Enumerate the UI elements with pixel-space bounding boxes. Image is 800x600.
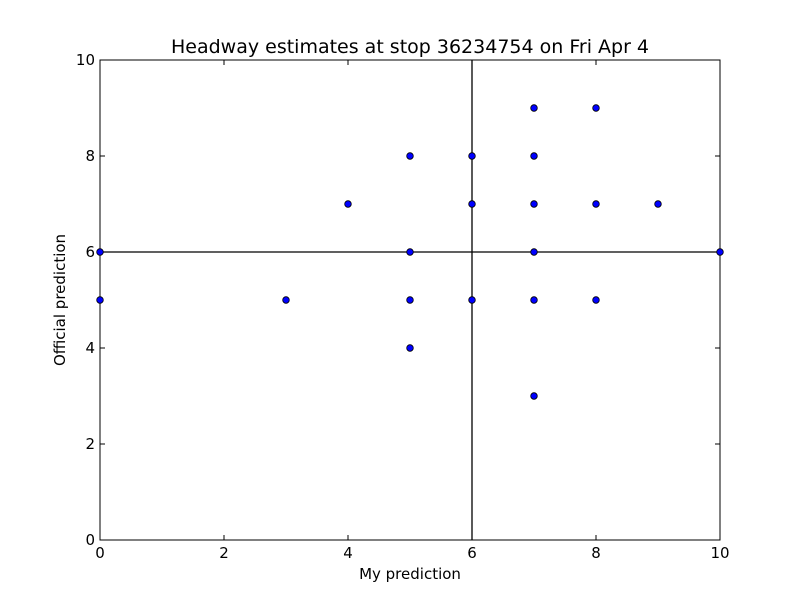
data-point bbox=[468, 200, 476, 208]
x-tick-label: 4 bbox=[343, 544, 353, 562]
data-point bbox=[654, 200, 662, 208]
x-axis-label: My prediction bbox=[359, 565, 461, 583]
data-point bbox=[406, 152, 414, 160]
data-point bbox=[96, 296, 104, 304]
data-point bbox=[406, 296, 414, 304]
data-point bbox=[406, 344, 414, 352]
data-point bbox=[530, 104, 538, 112]
y-tick-label: 8 bbox=[85, 147, 95, 165]
data-point bbox=[592, 200, 600, 208]
chart-title: Headway estimates at stop 36234754 on Fr… bbox=[171, 36, 649, 58]
data-point bbox=[530, 248, 538, 256]
plot-area: 0 2 4 6 8 10 0 2 4 6 8 10 bbox=[76, 51, 730, 562]
data-point bbox=[406, 248, 414, 256]
y-tick-label: 4 bbox=[85, 339, 95, 357]
y-tick-label: 2 bbox=[85, 435, 95, 453]
data-point bbox=[592, 296, 600, 304]
data-point bbox=[530, 392, 538, 400]
data-point bbox=[530, 296, 538, 304]
data-point bbox=[530, 200, 538, 208]
data-point bbox=[530, 152, 538, 160]
x-tick-label: 10 bbox=[710, 544, 729, 562]
data-point bbox=[468, 296, 476, 304]
x-tick-label: 8 bbox=[591, 544, 601, 562]
data-point bbox=[592, 104, 600, 112]
data-point bbox=[716, 248, 724, 256]
data-point bbox=[96, 248, 104, 256]
x-tick-label: 6 bbox=[467, 544, 477, 562]
y-tick-label: 10 bbox=[76, 51, 95, 69]
y-axis-label: Official prediction bbox=[51, 234, 69, 366]
data-point bbox=[468, 152, 476, 160]
x-tick-label: 0 bbox=[95, 544, 105, 562]
y-tick-label: 6 bbox=[85, 243, 95, 261]
x-tick-label: 2 bbox=[219, 544, 229, 562]
data-point bbox=[344, 200, 352, 208]
y-tick-label: 0 bbox=[85, 531, 95, 549]
data-point bbox=[282, 296, 290, 304]
